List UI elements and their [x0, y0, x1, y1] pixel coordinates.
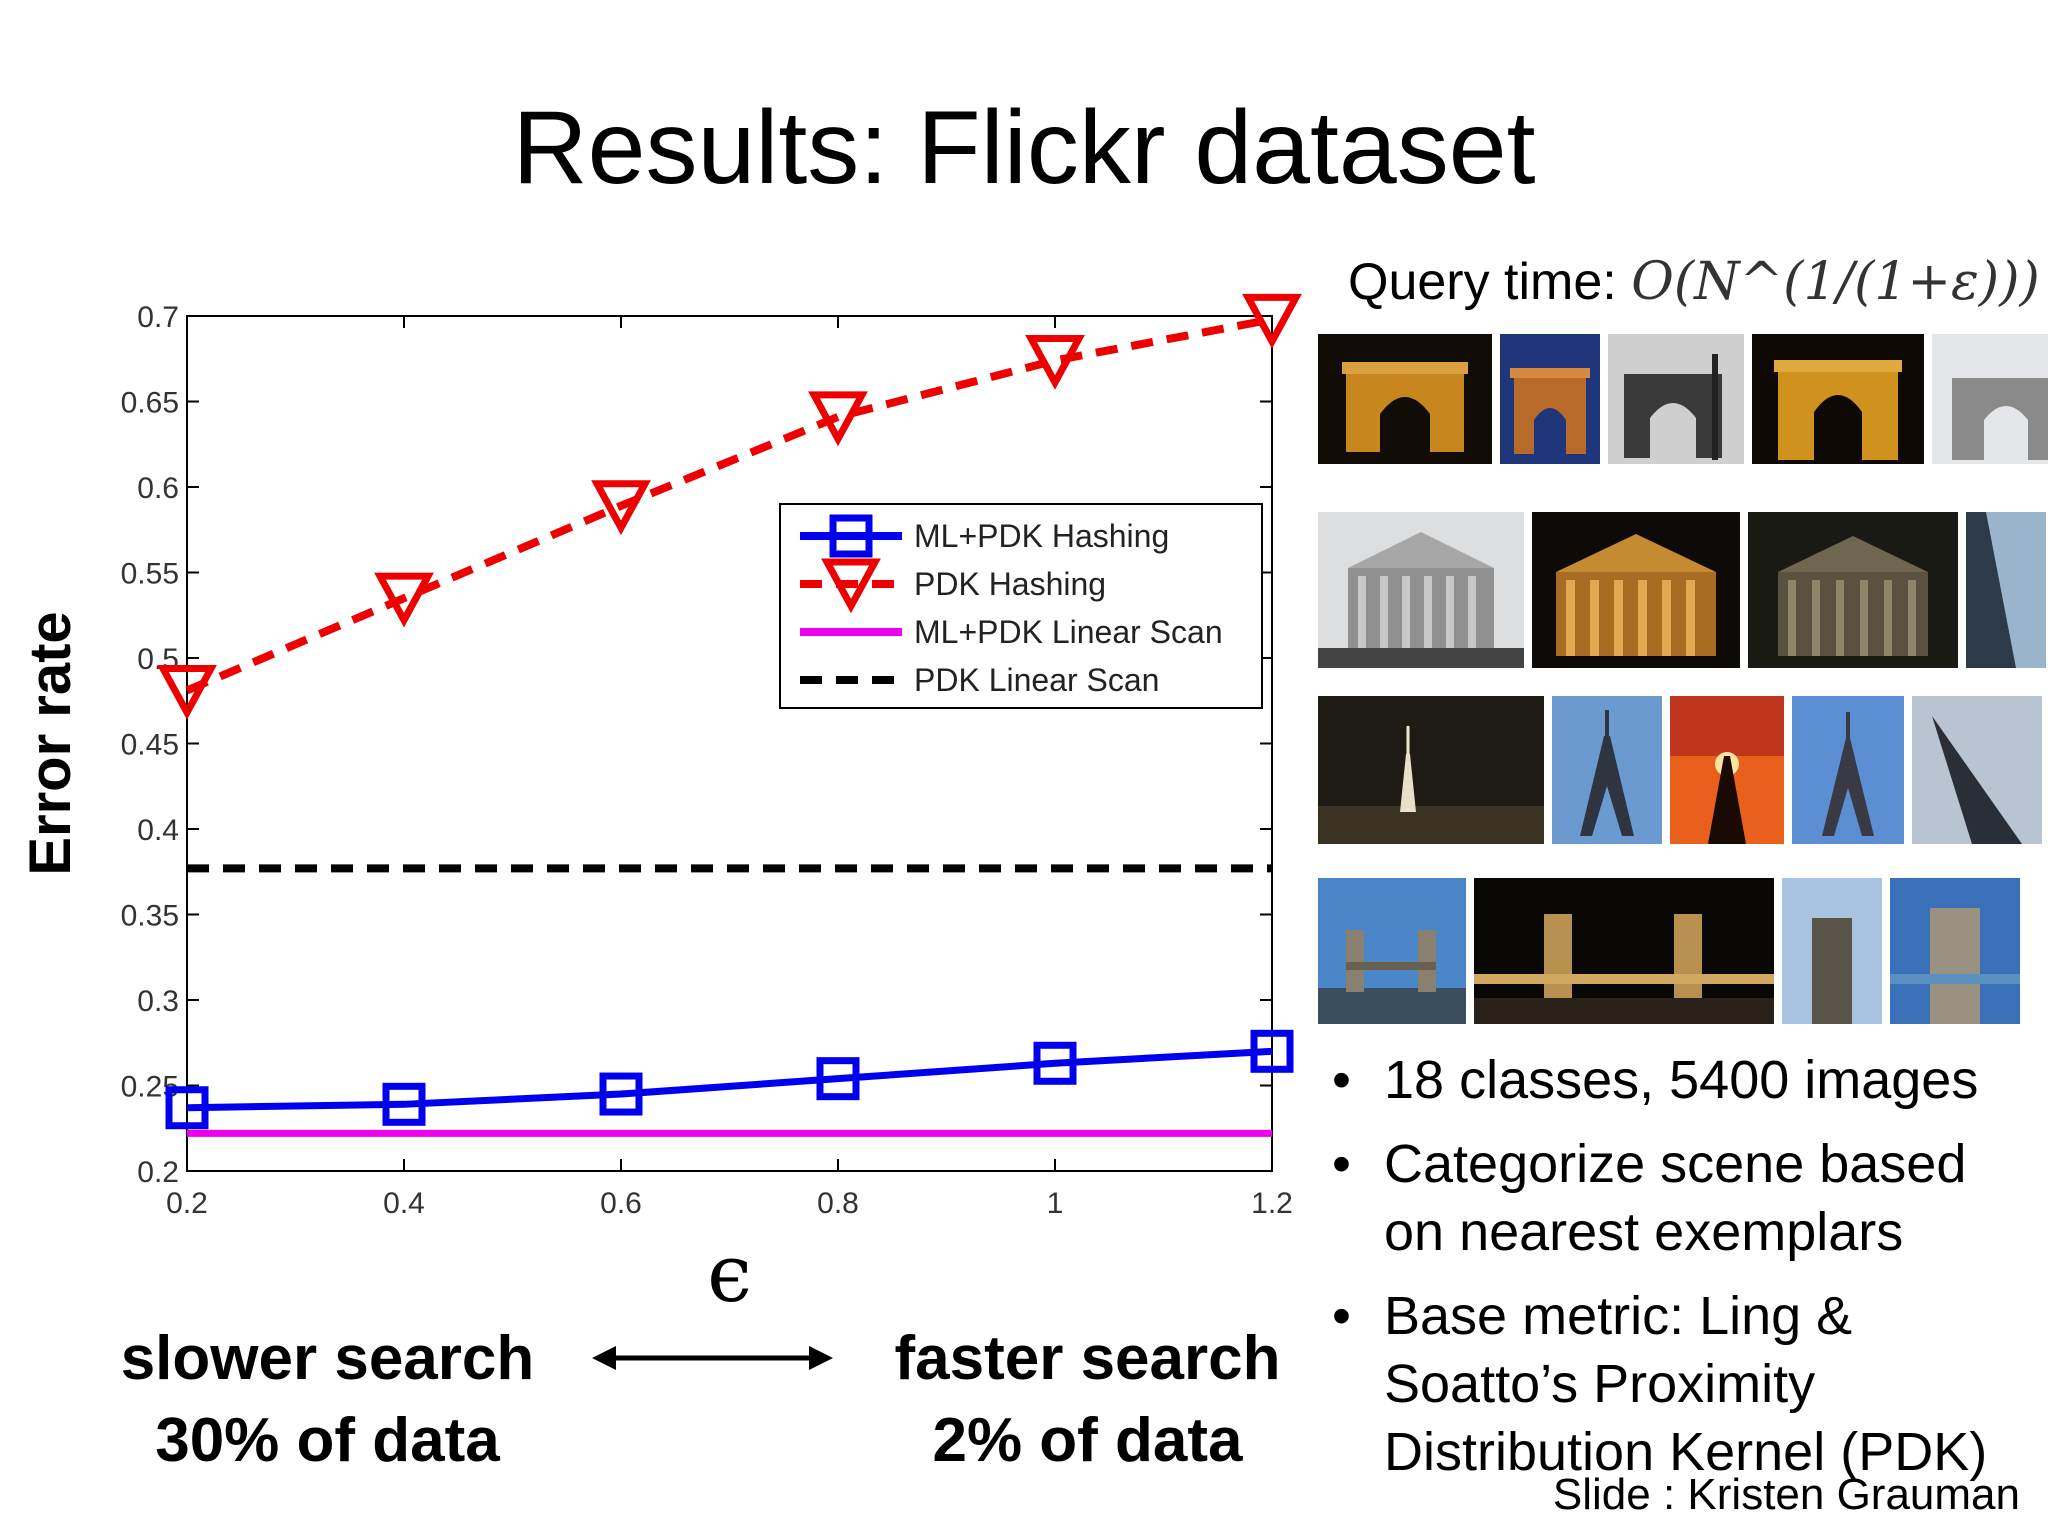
query-time-label: Query time: — [1348, 253, 1617, 311]
slower-search-note: slower search 30% of data — [70, 1318, 585, 1482]
y-tick-label: 0.6 — [137, 472, 179, 505]
photo-row-arc-de-triomphe — [1318, 334, 2048, 464]
legend-label: PDK Hashing — [914, 566, 1106, 602]
y-tick-label: 0.35 — [121, 900, 179, 933]
legend-label: ML+PDK Hashing — [914, 518, 1169, 554]
y-tick-label: 0.65 — [121, 387, 179, 420]
bullet-text: Base metric: Ling & Soatto’s Proximity D… — [1384, 1286, 1988, 1482]
bullet-dot-icon: • — [1332, 1050, 1351, 1110]
series-pdk-hashing — [157, 293, 1302, 720]
faster-search-note: faster search 2% of data — [860, 1318, 1315, 1482]
bullet-item: • Base metric: Ling & Soatto’s Proximity … — [1320, 1282, 2035, 1486]
legend-label: PDK Linear Scan — [914, 662, 1159, 698]
pantheon-photo — [1966, 512, 2046, 668]
x-tick-label: 0.2 — [166, 1187, 208, 1220]
bullet-item: • Categorize scene based on nearest exemp… — [1320, 1130, 2035, 1266]
eiffel-tower-photo — [1912, 696, 2042, 844]
slower-search-data-share: 30% of data — [155, 1406, 500, 1475]
x-tick-label: 1.2 — [1251, 1187, 1293, 1220]
data-point — [821, 558, 881, 614]
y-tick-label: 0.2 — [137, 1156, 179, 1189]
eiffel-tower-photo — [1670, 696, 1784, 844]
faster-search-label: faster search — [894, 1324, 1281, 1393]
arc-de-triomphe-photo — [1500, 334, 1600, 464]
bullet-text: 18 classes, 5400 images — [1384, 1050, 1979, 1110]
bullet-list: • 18 classes, 5400 images • Categorize sce… — [1320, 1046, 2035, 1502]
data-point — [1250, 1029, 1294, 1073]
legend-item: ML+PDK Linear Scan — [800, 614, 1223, 650]
tower-bridge-photo — [1318, 878, 1466, 1024]
y-tick-label: 0.3 — [137, 985, 179, 1018]
data-point — [599, 1072, 643, 1116]
series-line — [186, 1047, 1273, 1112]
legend-label: ML+PDK Linear Scan — [914, 614, 1223, 650]
double-arrow-icon — [592, 1346, 833, 1370]
x-tick-label: 0.4 — [383, 1187, 425, 1220]
x-tick-label: 0.8 — [817, 1187, 859, 1220]
photo-row-pantheon — [1318, 512, 2048, 668]
pantheon-photo — [1748, 512, 1958, 668]
slide-credit: Slide : Kristen Grauman — [1552, 1470, 2020, 1519]
data-point — [1242, 293, 1302, 349]
bullet-dot-icon: • — [1332, 1286, 1351, 1346]
data-point — [374, 572, 434, 628]
data-point — [591, 480, 651, 536]
eiffel-tower-photo — [1792, 696, 1904, 844]
tower-bridge-photo — [1890, 878, 2020, 1024]
plot-area — [186, 315, 1273, 1172]
slide-title: Results: Flickr dataset — [512, 90, 1536, 206]
bullet-text: Categorize scene based on nearest exempl… — [1384, 1134, 1967, 1262]
photo-row-tower-bridge — [1318, 878, 2048, 1024]
arc-de-triomphe-photo — [1752, 334, 1924, 464]
query-time-formula: O(N^(1/(1+ε))) — [1631, 252, 2040, 312]
x-tick-label: 0.6 — [600, 1187, 642, 1220]
tower-bridge-photo — [1474, 878, 1774, 1024]
data-point — [157, 664, 217, 720]
legend-item: PDK Linear Scan — [800, 662, 1159, 698]
error-rate-chart: 0.20.250.30.350.40.450.50.550.60.650.70.… — [18, 293, 1302, 1320]
landmark-photo-grid — [1318, 334, 2048, 1024]
data-point — [816, 1057, 860, 1101]
pantheon-photo — [1532, 512, 1740, 668]
y-tick-label: 0.4 — [137, 814, 179, 847]
eiffel-tower-photo — [1318, 696, 1544, 844]
data-point — [1025, 334, 1085, 390]
data-point — [829, 514, 873, 558]
pantheon-photo — [1318, 512, 1524, 668]
query-time: Query time: O(N^(1/(1+ε))) — [1348, 250, 2040, 314]
slower-search-label: slower search — [120, 1324, 535, 1393]
x-axis-label: ϵ — [707, 1227, 752, 1320]
y-tick-label: 0.7 — [137, 301, 179, 334]
y-axis-label: Error rate — [18, 611, 83, 875]
data-point — [382, 1082, 426, 1126]
data-point — [1033, 1041, 1077, 1085]
arc-de-triomphe-photo — [1608, 334, 1744, 464]
arc-de-triomphe-photo — [1932, 334, 2048, 464]
legend-item: PDK Hashing — [800, 558, 1106, 614]
bullet-item: • 18 classes, 5400 images — [1320, 1046, 2035, 1114]
faster-search-data-share: 2% of data — [932, 1406, 1243, 1475]
data-point — [165, 1086, 209, 1130]
x-tick-label: 1 — [1047, 1187, 1064, 1220]
chart-legend: ML+PDK Hashing PDK Hashing ML+PDK Linear S… — [779, 503, 1263, 709]
tower-bridge-photo — [1782, 878, 1882, 1024]
arc-de-triomphe-photo — [1318, 334, 1492, 464]
legend-item: ML+PDK Hashing — [800, 514, 1169, 558]
y-tick-label: 0.45 — [121, 729, 179, 762]
photo-row-eiffel-tower — [1318, 696, 2048, 844]
series-ml-pdk-hashing — [165, 1029, 1294, 1130]
eiffel-tower-photo — [1552, 696, 1662, 844]
y-tick-label: 0.55 — [121, 558, 179, 591]
bullet-dot-icon: • — [1332, 1134, 1351, 1194]
series-line — [185, 315, 1273, 695]
data-point — [808, 391, 868, 447]
